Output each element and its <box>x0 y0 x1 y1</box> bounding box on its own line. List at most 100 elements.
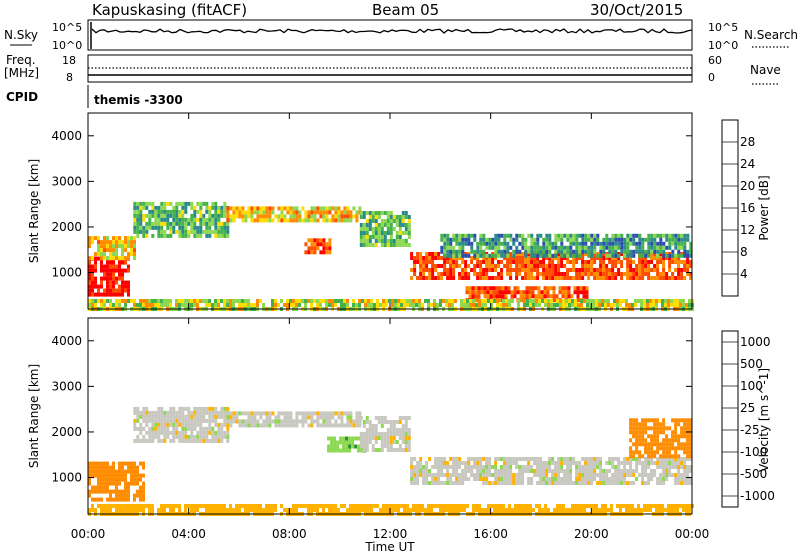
power-cell <box>106 284 109 289</box>
power-cell <box>94 280 97 285</box>
power-cell <box>547 303 550 307</box>
velocity-cell <box>647 446 651 451</box>
velocity-cell <box>235 419 239 424</box>
velocity-cell <box>454 508 457 512</box>
velocity-cell <box>542 465 546 469</box>
velocity-cell <box>443 461 447 465</box>
power-cell <box>569 260 573 264</box>
power-cell <box>136 225 140 230</box>
power-cell <box>479 245 483 250</box>
velocity-cell <box>106 504 109 508</box>
power-cell <box>689 260 693 264</box>
velocity-cell <box>614 477 618 481</box>
velocity-cell <box>401 436 405 440</box>
velocity-cell <box>428 469 432 473</box>
power-cell <box>646 299 649 303</box>
power-cell <box>121 288 124 293</box>
power-cell <box>226 233 230 238</box>
power-cell <box>395 235 399 239</box>
power-cell <box>518 241 522 246</box>
velocity-cell <box>307 508 310 512</box>
power-cell <box>208 209 212 214</box>
power-cell <box>196 201 200 206</box>
velocity-cell <box>494 481 498 485</box>
power-cell <box>587 233 591 238</box>
velocity-cell <box>592 508 595 512</box>
velocity-cell <box>683 450 687 455</box>
velocity-cell <box>358 504 361 508</box>
velocity-cell <box>689 438 693 443</box>
velocity-cell <box>635 426 639 431</box>
power-cell <box>545 241 549 246</box>
velocity-cell <box>638 422 642 427</box>
velocity-cell <box>358 419 362 424</box>
power-cell <box>220 299 223 303</box>
velocity-cell <box>400 504 403 508</box>
velocity-cell <box>304 504 307 508</box>
power-cell <box>494 256 498 260</box>
velocity-cell <box>539 465 543 469</box>
velocity-cell <box>139 430 143 435</box>
velocity-cell <box>635 450 639 455</box>
power-cell <box>524 272 528 276</box>
velocity-cell <box>677 418 681 423</box>
power-cell <box>629 249 633 254</box>
velocity-cell <box>157 434 161 439</box>
power-cell <box>608 241 612 246</box>
velocity-cell <box>187 418 191 423</box>
velocity-cell <box>650 473 654 477</box>
power-cell <box>404 243 408 247</box>
power-cell <box>518 272 522 276</box>
power-cell <box>478 303 481 307</box>
velocity-cell <box>283 508 286 512</box>
velocity-cell <box>340 411 344 416</box>
power-cell <box>310 242 314 247</box>
power-cell <box>404 211 408 215</box>
velocity-cell <box>485 477 489 481</box>
velocity-cell <box>337 415 341 420</box>
velocity-cell <box>632 454 636 459</box>
power-cell <box>515 249 519 254</box>
velocity-cell <box>253 415 257 420</box>
power-cell <box>476 276 480 280</box>
power-cell <box>542 256 546 260</box>
velocity-cell <box>668 457 672 461</box>
power-cell <box>530 268 534 272</box>
power-cell <box>142 229 146 234</box>
velocity-cell <box>494 457 498 461</box>
velocity-cell <box>650 450 654 455</box>
velocity-cell <box>518 473 522 477</box>
power-cell <box>470 241 474 246</box>
power-cell <box>376 299 379 303</box>
power-cell <box>497 241 501 246</box>
power-cell <box>407 215 411 219</box>
power-cell <box>109 240 112 245</box>
velocity-cell <box>214 438 218 443</box>
velocity-cell <box>670 508 673 512</box>
velocity-cell <box>652 504 655 508</box>
power-cell <box>467 264 471 268</box>
velocity-cell <box>142 489 145 494</box>
velocity-cell <box>653 469 657 473</box>
velocity-cell <box>514 508 517 512</box>
velocity-cell <box>665 446 669 451</box>
power-cell <box>521 260 525 264</box>
velocity-cell <box>548 465 552 469</box>
power-cell <box>472 303 475 307</box>
power-cell <box>602 272 606 276</box>
velocity-cell <box>659 430 663 435</box>
velocity-cell <box>575 465 579 469</box>
velocity-cell <box>662 473 666 477</box>
power-cell <box>491 253 495 258</box>
power-cell <box>554 264 558 268</box>
power-cell <box>112 284 115 289</box>
velocity-cell <box>548 457 552 461</box>
power-cell <box>88 256 91 261</box>
velocity-cell <box>563 457 567 461</box>
power-cell <box>632 268 636 272</box>
velocity-cell <box>172 430 176 435</box>
velocity-cell <box>554 461 558 465</box>
power-cell <box>172 205 176 210</box>
velocity-colorbar-tick-label: -500 <box>740 467 767 481</box>
velocity-cell <box>689 469 693 473</box>
